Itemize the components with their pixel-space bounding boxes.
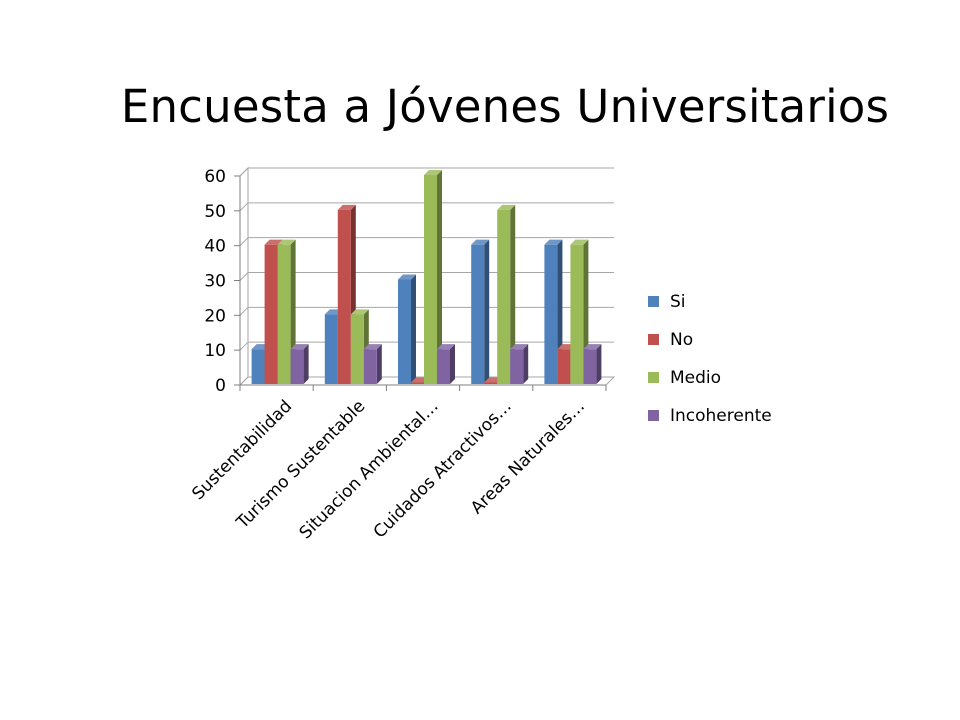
bar-incoherente-1 <box>290 344 309 384</box>
bar-incoherente-4 <box>510 344 529 384</box>
y-tick-label: 10 <box>204 341 226 361</box>
bar-si-4 <box>471 239 490 384</box>
legend-swatch-no <box>648 334 659 345</box>
y-tick-label: 40 <box>204 237 226 257</box>
y-tick-label: 0 <box>215 376 226 396</box>
y-tick-label: 50 <box>204 202 226 222</box>
gridline-side <box>239 341 249 351</box>
legend-swatch-si <box>648 296 659 307</box>
gridline-side <box>239 202 249 212</box>
gridline-side <box>239 306 249 316</box>
bar-medio-3 <box>424 170 442 384</box>
gridline-side <box>239 376 249 386</box>
gridline-side <box>239 237 249 247</box>
legend-swatch-incoherente <box>648 410 659 421</box>
chart-title: Encuesta a Jóvenes Universitarios <box>120 80 890 133</box>
legend-label-no: No <box>670 330 693 350</box>
bar-incoherente-2 <box>363 344 382 384</box>
bar-incoherente-5 <box>583 344 602 384</box>
legend-swatch-medio <box>648 372 659 383</box>
legend-label-medio: Medio <box>670 368 721 388</box>
x-category-label: Situacion Ambiental… <box>296 396 443 543</box>
gridline-side <box>239 272 249 281</box>
y-tick-label: 60 <box>204 167 226 187</box>
y-tick-label: 20 <box>204 306 226 326</box>
x-category-label: Cuidados Atractivos… <box>370 396 516 542</box>
x-category-label: Turismo Sustentable <box>232 396 369 533</box>
bar-medio-4 <box>497 204 516 384</box>
y-tick-label: 30 <box>204 272 226 292</box>
bar-incoherente-3 <box>437 344 455 384</box>
gridline-side <box>239 167 249 177</box>
legend-label-incoherente: Incoherente <box>670 406 772 426</box>
bar-si-3 <box>398 274 416 384</box>
legend-label-si: Si <box>670 292 686 312</box>
